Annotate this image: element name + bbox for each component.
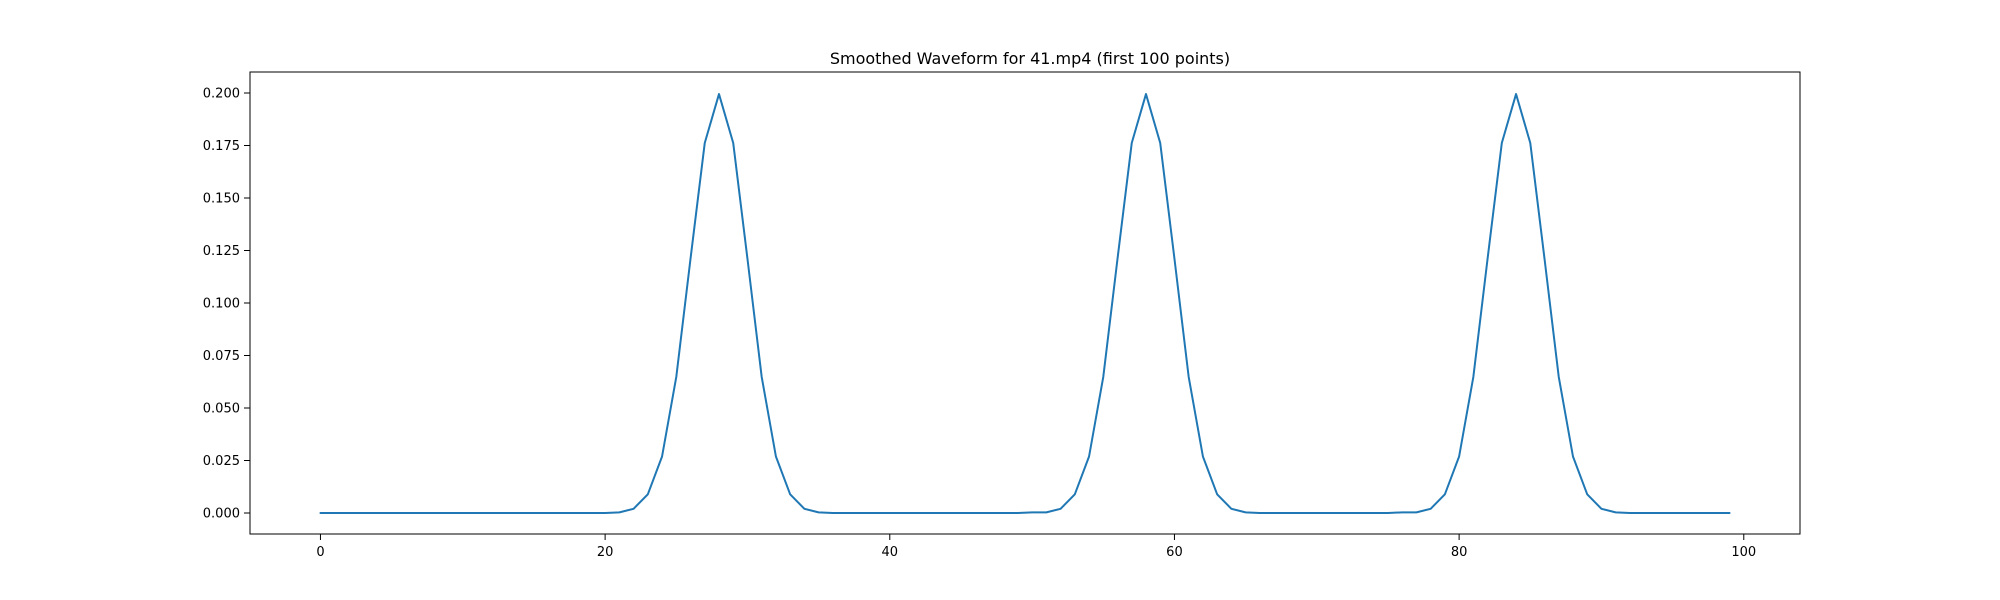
x-tick-label: 80 — [1451, 545, 1468, 560]
plot-area-frame — [249, 71, 1801, 535]
y-tick-label: 0.100 — [203, 297, 240, 312]
y-tick-label: 0.125 — [203, 244, 240, 259]
y-axis: 0.000 0.025 0.050 0.075 0.100 0.125 0.150 0.175… — [203, 87, 250, 522]
series-layer — [319, 93, 1731, 514]
x-axis: 0 20 40 60 80 100 — [316, 534, 1756, 560]
chart-title: Smoothed Waveform for 41.mp4 (first 100 … — [830, 49, 1230, 68]
y-tick-label: 0.075 — [203, 349, 240, 364]
x-tick-label: 20 — [597, 545, 614, 560]
y-tick-label: 0.175 — [203, 139, 240, 154]
x-tick-label: 0 — [316, 545, 324, 560]
y-tick-label: 0.050 — [203, 402, 240, 417]
y-tick-label: 0.025 — [203, 454, 240, 469]
x-tick-label: 40 — [882, 545, 899, 560]
x-tick-label: 60 — [1166, 545, 1183, 560]
series-line-0 — [319, 93, 1731, 514]
y-tick-label: 0.150 — [203, 192, 240, 207]
x-tick-label: 100 — [1731, 545, 1756, 560]
y-tick-label: 0.000 — [203, 507, 240, 522]
y-tick-label: 0.200 — [203, 87, 240, 102]
